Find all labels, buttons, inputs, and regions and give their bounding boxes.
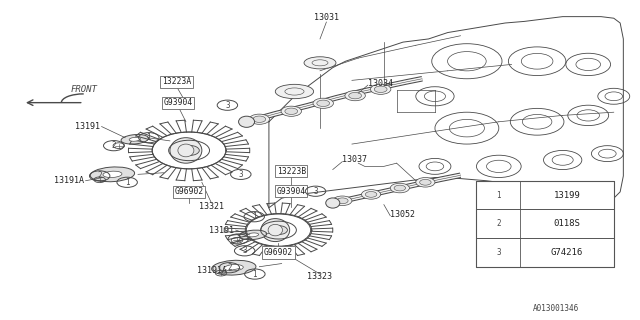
Text: 2: 2 <box>236 235 241 244</box>
Circle shape <box>285 108 298 115</box>
Ellipse shape <box>90 167 134 182</box>
Text: G96902: G96902 <box>264 248 293 257</box>
Text: 13052: 13052 <box>390 210 415 219</box>
Text: 13191: 13191 <box>209 226 234 235</box>
Text: 1: 1 <box>252 212 257 221</box>
Ellipse shape <box>129 137 140 141</box>
Text: 2: 2 <box>496 219 500 228</box>
Circle shape <box>269 226 287 235</box>
Circle shape <box>337 198 348 204</box>
Bar <box>476 181 614 209</box>
Text: G74216: G74216 <box>551 248 583 257</box>
Text: 0118S: 0118S <box>554 219 580 228</box>
Text: 1: 1 <box>496 190 500 200</box>
Ellipse shape <box>285 88 304 95</box>
Ellipse shape <box>178 144 194 157</box>
Circle shape <box>374 86 387 92</box>
Ellipse shape <box>261 219 290 242</box>
Text: 1: 1 <box>125 178 129 187</box>
Ellipse shape <box>275 84 314 99</box>
Text: 3: 3 <box>313 187 318 196</box>
Circle shape <box>253 116 266 123</box>
Text: 2: 2 <box>227 263 232 272</box>
Ellipse shape <box>170 138 202 163</box>
Circle shape <box>365 192 377 197</box>
Text: 3: 3 <box>239 170 243 179</box>
Text: G96902: G96902 <box>175 188 204 196</box>
Bar <box>476 209 614 238</box>
Circle shape <box>345 91 365 101</box>
Circle shape <box>349 92 362 99</box>
Ellipse shape <box>239 116 255 127</box>
Circle shape <box>313 98 333 108</box>
Text: 13223A: 13223A <box>162 77 191 86</box>
Circle shape <box>179 145 199 156</box>
Circle shape <box>249 114 269 124</box>
Circle shape <box>281 106 301 116</box>
Text: 13191: 13191 <box>75 122 100 131</box>
Text: G93904: G93904 <box>164 98 193 107</box>
Circle shape <box>394 185 406 191</box>
Text: 13321: 13321 <box>199 202 224 211</box>
Bar <box>476 181 614 267</box>
Text: 13199: 13199 <box>554 190 580 200</box>
Ellipse shape <box>304 57 336 69</box>
Text: 2: 2 <box>97 172 102 180</box>
Text: 13223B: 13223B <box>276 167 306 176</box>
Ellipse shape <box>212 260 256 275</box>
Text: 3: 3 <box>243 246 247 255</box>
Text: 1: 1 <box>253 269 257 279</box>
Ellipse shape <box>224 265 243 271</box>
Circle shape <box>362 190 381 199</box>
Ellipse shape <box>326 198 340 208</box>
Text: 1: 1 <box>147 133 151 142</box>
Circle shape <box>420 180 431 185</box>
Text: 13037: 13037 <box>342 156 367 164</box>
Circle shape <box>371 84 391 94</box>
Circle shape <box>333 196 352 205</box>
Text: A013001346: A013001346 <box>533 304 579 313</box>
Text: 13191A: 13191A <box>54 176 84 185</box>
Circle shape <box>317 100 330 107</box>
Text: 3: 3 <box>496 248 500 257</box>
Text: 2: 2 <box>111 141 116 150</box>
Ellipse shape <box>268 224 282 236</box>
Ellipse shape <box>247 233 259 237</box>
Text: 13323: 13323 <box>307 272 333 281</box>
Text: 3: 3 <box>225 101 230 110</box>
Text: 13034: 13034 <box>368 79 393 88</box>
Ellipse shape <box>312 60 328 66</box>
Text: G93904: G93904 <box>276 187 306 196</box>
Ellipse shape <box>103 171 122 178</box>
Text: FRONT: FRONT <box>70 85 97 94</box>
Bar <box>476 238 614 267</box>
Text: 13191A: 13191A <box>197 266 227 275</box>
Ellipse shape <box>121 134 148 144</box>
Ellipse shape <box>239 230 267 240</box>
Text: 13031: 13031 <box>314 13 339 22</box>
Circle shape <box>416 178 435 187</box>
Circle shape <box>390 183 410 193</box>
